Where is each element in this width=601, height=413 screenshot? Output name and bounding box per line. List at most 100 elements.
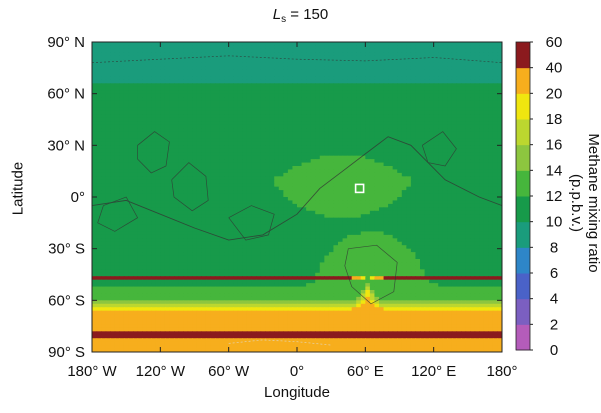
heat-cell <box>483 166 489 171</box>
heat-cell <box>114 42 120 47</box>
heat-cell <box>215 73 221 78</box>
heat-cell <box>392 224 398 229</box>
heat-cell <box>442 200 448 205</box>
heat-cell <box>256 138 262 143</box>
heat-cell <box>142 200 148 205</box>
heat-cell <box>142 104 148 109</box>
heat-cell <box>237 190 243 195</box>
heat-cell <box>319 59 325 64</box>
heat-cell <box>397 155 403 160</box>
heat-cell <box>383 131 389 136</box>
heat-cell <box>119 148 125 153</box>
heat-cell <box>338 172 344 177</box>
heat-cell <box>388 162 394 167</box>
heat-cell <box>146 76 152 81</box>
heat-cell <box>187 76 193 81</box>
heat-cell <box>142 148 148 153</box>
heat-cell <box>155 162 161 167</box>
heat-cell <box>146 97 152 102</box>
heat-cell <box>474 190 480 195</box>
heat-cell <box>210 155 216 160</box>
heat-cell <box>183 207 189 212</box>
heat-cell <box>196 131 202 136</box>
heat-cell <box>319 152 325 157</box>
heat-cell <box>319 183 325 188</box>
heat-cell <box>483 128 489 133</box>
heat-cell <box>205 124 212 129</box>
heat-cell <box>196 200 202 205</box>
heat-cell <box>447 166 453 171</box>
heat-cell <box>456 121 462 126</box>
heat-cell <box>342 155 348 160</box>
heat-cell <box>356 97 362 102</box>
heat-cell <box>424 217 430 222</box>
heat-cell <box>415 86 421 91</box>
heat-cell <box>160 169 166 174</box>
heat-cell <box>110 42 116 47</box>
heat-cell <box>424 221 430 226</box>
heat-cell <box>201 159 207 164</box>
heat-cell <box>310 121 316 126</box>
heat-cell <box>233 145 239 150</box>
heat-cell <box>383 197 389 202</box>
heat-cell <box>274 76 280 81</box>
heat-cell <box>242 203 248 208</box>
heat-cell <box>488 203 494 208</box>
heat-cell <box>379 90 385 95</box>
heat-cell <box>451 224 458 229</box>
heat-cell <box>164 86 171 91</box>
heat-cell <box>324 79 330 84</box>
heat-cell <box>196 210 202 215</box>
heat-cell <box>447 159 453 164</box>
heat-cell <box>461 214 467 219</box>
heat-cell <box>246 55 253 60</box>
heat-cell <box>410 162 417 167</box>
heat-cell <box>315 145 321 150</box>
heat-cell <box>164 169 171 174</box>
heat-cell <box>319 172 325 177</box>
heat-cell <box>451 104 458 109</box>
heat-cell <box>110 138 116 143</box>
heat-cell <box>492 200 499 205</box>
heat-cell <box>424 117 430 122</box>
heat-cell <box>142 183 148 188</box>
heat-cell <box>461 107 467 112</box>
heat-cell <box>169 124 175 129</box>
heat-cell <box>110 135 116 140</box>
heat-cell <box>210 128 216 133</box>
heat-cell <box>492 62 499 67</box>
heat-cell <box>401 166 407 171</box>
heat-cell <box>128 131 134 136</box>
heat-cell <box>388 176 394 181</box>
heat-cell <box>178 117 184 122</box>
heat-cell <box>215 221 221 226</box>
heat-cell <box>347 52 353 57</box>
heat-cell <box>160 186 166 191</box>
heat-cell <box>324 121 330 126</box>
heat-cell <box>224 231 230 236</box>
heat-cell <box>360 141 366 146</box>
heat-cell <box>210 48 216 53</box>
heat-cell <box>479 176 485 181</box>
heat-cell <box>410 169 417 174</box>
heat-cell <box>114 221 120 226</box>
heat-cell <box>401 138 407 143</box>
heat-cell <box>246 193 253 198</box>
heat-cell <box>192 55 198 60</box>
heat-cell <box>278 90 284 95</box>
heat-cell <box>392 217 398 222</box>
heat-cell <box>410 97 417 102</box>
heat-cell <box>174 107 180 112</box>
heat-cell <box>333 121 339 126</box>
heat-cell <box>429 45 435 50</box>
heat-cell <box>192 231 198 236</box>
heat-cell <box>224 131 230 136</box>
heat-cell <box>492 135 499 140</box>
heat-cell <box>242 217 248 222</box>
heat-cell <box>205 231 212 236</box>
heat-cell <box>96 93 102 98</box>
heat-cell <box>451 172 458 177</box>
heat-cell <box>433 62 439 67</box>
heat-cell <box>183 76 189 81</box>
heat-cell <box>114 93 120 98</box>
